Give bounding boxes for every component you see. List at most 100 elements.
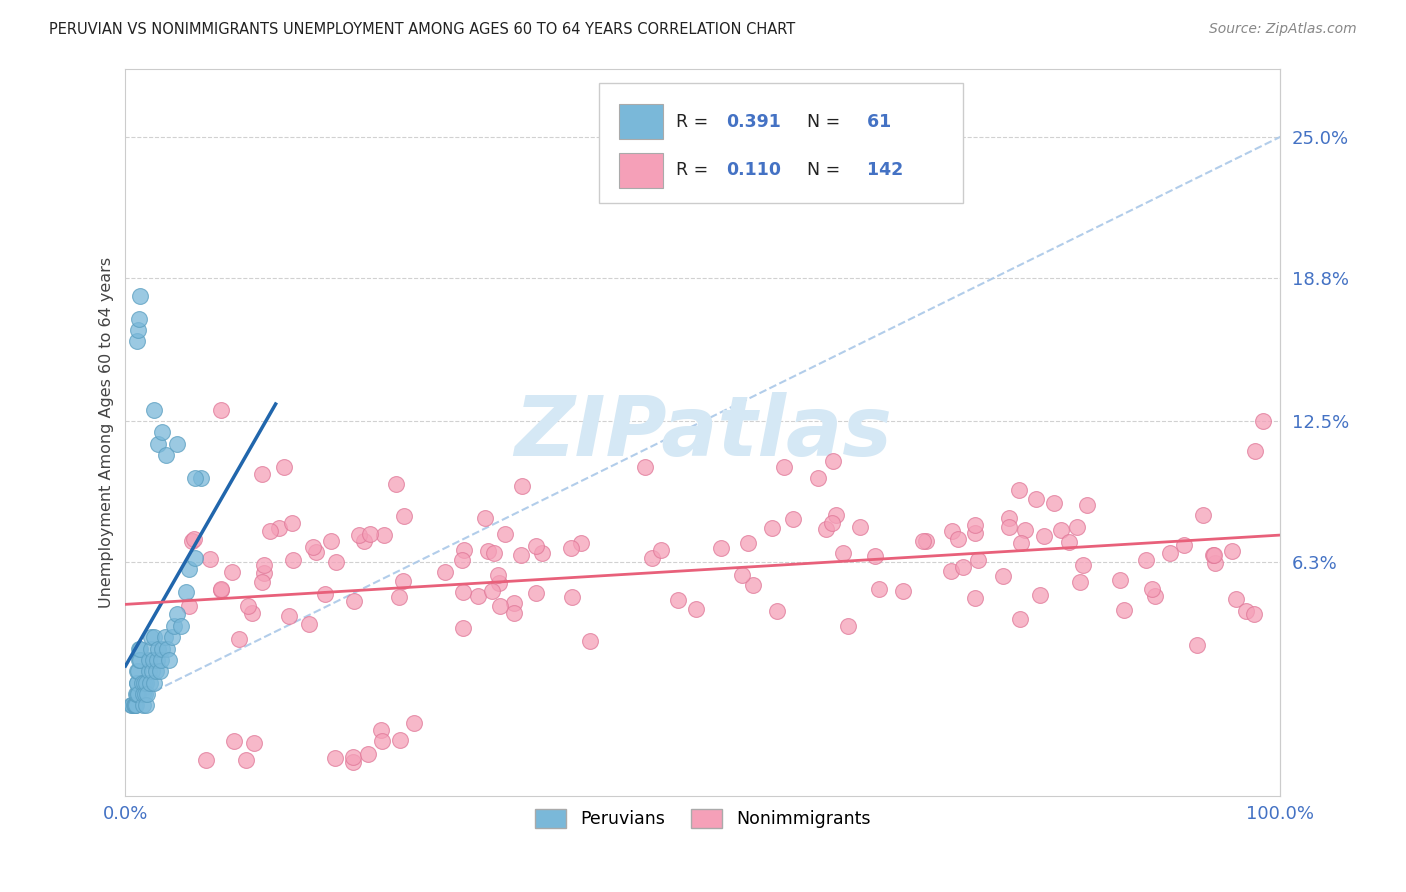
Point	[138, 653, 160, 667]
Point	[815, 522, 838, 536]
Point	[912, 534, 935, 549]
Point	[1143, 589, 1166, 603]
Point	[569, 535, 592, 549]
Point	[450, 552, 472, 566]
Point	[370, 723, 392, 738]
Point	[486, 568, 509, 582]
Point	[132, 687, 155, 701]
Point	[510, 479, 533, 493]
Point	[373, 528, 395, 542]
Point	[125, 665, 148, 679]
Point	[132, 698, 155, 713]
Text: R =: R =	[676, 161, 714, 179]
Point	[453, 543, 475, 558]
Point	[965, 517, 987, 532]
Point	[915, 533, 938, 548]
Point	[1109, 574, 1132, 588]
Point	[184, 550, 207, 565]
Point	[142, 653, 165, 667]
Point	[190, 471, 212, 485]
Point	[823, 454, 845, 468]
Point	[129, 641, 152, 656]
Point	[138, 665, 160, 679]
Point	[143, 675, 166, 690]
FancyBboxPatch shape	[619, 153, 662, 188]
Point	[402, 716, 425, 731]
Point	[120, 698, 142, 713]
Point	[1135, 553, 1157, 567]
Point	[1142, 582, 1164, 596]
Point	[824, 508, 846, 523]
Point	[125, 675, 148, 690]
Point	[143, 402, 166, 417]
Point	[941, 524, 963, 539]
Point	[998, 510, 1021, 524]
Point	[451, 621, 474, 635]
Point	[765, 604, 787, 618]
Point	[1204, 548, 1226, 562]
Point	[1112, 603, 1135, 617]
Point	[371, 733, 394, 747]
Point	[837, 618, 859, 632]
Point	[314, 587, 336, 601]
Point	[198, 551, 221, 566]
Point	[125, 687, 148, 701]
Point	[342, 755, 364, 769]
Point	[650, 543, 672, 558]
Point	[209, 582, 232, 597]
Point	[821, 516, 844, 530]
Point	[132, 675, 155, 690]
Point	[482, 546, 505, 560]
Point	[149, 665, 172, 679]
Point	[967, 552, 990, 566]
Point	[181, 534, 204, 549]
Point	[474, 510, 496, 524]
Text: Source: ZipAtlas.com: Source: ZipAtlas.com	[1209, 22, 1357, 37]
Point	[252, 558, 274, 573]
Point	[1159, 546, 1181, 560]
Point	[865, 549, 887, 563]
Point	[946, 532, 969, 546]
Point	[1243, 607, 1265, 621]
Point	[524, 540, 547, 554]
Point	[127, 323, 149, 337]
Point	[772, 459, 794, 474]
Point	[388, 733, 411, 747]
Point	[388, 591, 411, 605]
Point	[152, 641, 174, 656]
Point	[236, 599, 259, 614]
Point	[1029, 588, 1052, 602]
Point	[531, 546, 554, 560]
Point	[1050, 523, 1073, 537]
Point	[136, 687, 159, 701]
Point	[1043, 495, 1066, 509]
Point	[125, 334, 148, 349]
Point	[139, 641, 162, 656]
FancyBboxPatch shape	[619, 104, 662, 139]
Text: 0.391: 0.391	[725, 112, 780, 130]
Point	[150, 653, 173, 667]
Point	[141, 665, 163, 679]
Point	[194, 754, 217, 768]
Point	[526, 586, 548, 600]
Point	[253, 566, 276, 580]
Point	[125, 698, 148, 713]
Legend: Peruvians, Nonimmigrants: Peruvians, Nonimmigrants	[529, 802, 877, 835]
Point	[1057, 535, 1080, 549]
Point	[143, 630, 166, 644]
Point	[153, 630, 176, 644]
Point	[129, 289, 152, 303]
Point	[1008, 483, 1031, 497]
Point	[488, 575, 510, 590]
Point	[321, 534, 343, 549]
Point	[209, 402, 232, 417]
Point	[135, 698, 157, 713]
Point	[1066, 520, 1088, 534]
Point	[243, 735, 266, 749]
Point	[467, 589, 489, 603]
Point	[177, 562, 200, 576]
Point	[209, 582, 232, 596]
Point	[737, 535, 759, 549]
Point	[991, 569, 1014, 583]
Point	[965, 591, 987, 606]
